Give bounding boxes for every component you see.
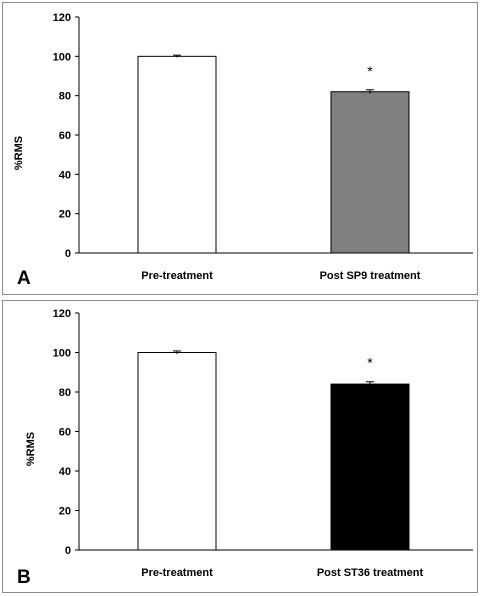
y-tick-label: 80 — [59, 387, 71, 399]
y-tick-label: 120 — [53, 308, 71, 320]
axes-a: 0 20 40 60 80 100 120 — [53, 12, 473, 260]
y-tick-label: 120 — [53, 12, 71, 24]
y-tick-label: 20 — [59, 209, 71, 221]
panel-letter-b: B — [17, 567, 31, 588]
y-tick-label: 0 — [65, 248, 71, 260]
bar — [137, 55, 217, 254]
chart-a-svg: 0 20 40 60 80 100 120 Pre-treatment * Post SP9 t… — [13, 12, 473, 289]
panel-letter-a: A — [17, 268, 31, 289]
significance-marker: * — [367, 355, 373, 371]
y-tick-label: 0 — [65, 545, 71, 557]
y-tick-label: 60 — [59, 130, 71, 142]
axes-b: 0 20 40 60 80 100 120 — [53, 308, 473, 557]
marks-b: Pre-treatment * Post ST36 treatment — [137, 350, 424, 579]
x-tick-label: Post SP9 treatment — [320, 270, 421, 282]
x-tick-label: Post ST36 treatment — [317, 567, 424, 579]
bar — [137, 352, 217, 551]
y-tick-label: 80 — [59, 91, 71, 103]
y-tick-label: 60 — [59, 427, 71, 439]
chart-panel-b: 0 20 40 60 80 100 120 Pre-treatment * Post ST36 … — [2, 300, 478, 593]
x-tick-label: Pre-treatment — [141, 270, 213, 282]
x-tick-label: Pre-treatment — [141, 567, 213, 579]
y-tick-label: 100 — [53, 348, 71, 360]
y-axis-label-b: %RMS — [25, 432, 37, 466]
y-tick-label: 40 — [59, 169, 71, 181]
bar — [330, 91, 410, 254]
marks-a: Pre-treatment * Post SP9 treatment — [137, 54, 421, 282]
y-tick-label: 20 — [59, 506, 71, 518]
significance-marker: * — [367, 63, 373, 79]
chart-panel-a: 0 20 40 60 80 100 120 Pre-treatment * Post SP9 t… — [2, 2, 478, 295]
y-axis-label-a: %RMS — [13, 136, 25, 170]
chart-b-svg: 0 20 40 60 80 100 120 Pre-treatment * Post ST36 … — [17, 308, 473, 588]
y-tick-label: 100 — [53, 51, 71, 63]
y-tick-label: 40 — [59, 466, 71, 478]
bar — [330, 383, 410, 551]
